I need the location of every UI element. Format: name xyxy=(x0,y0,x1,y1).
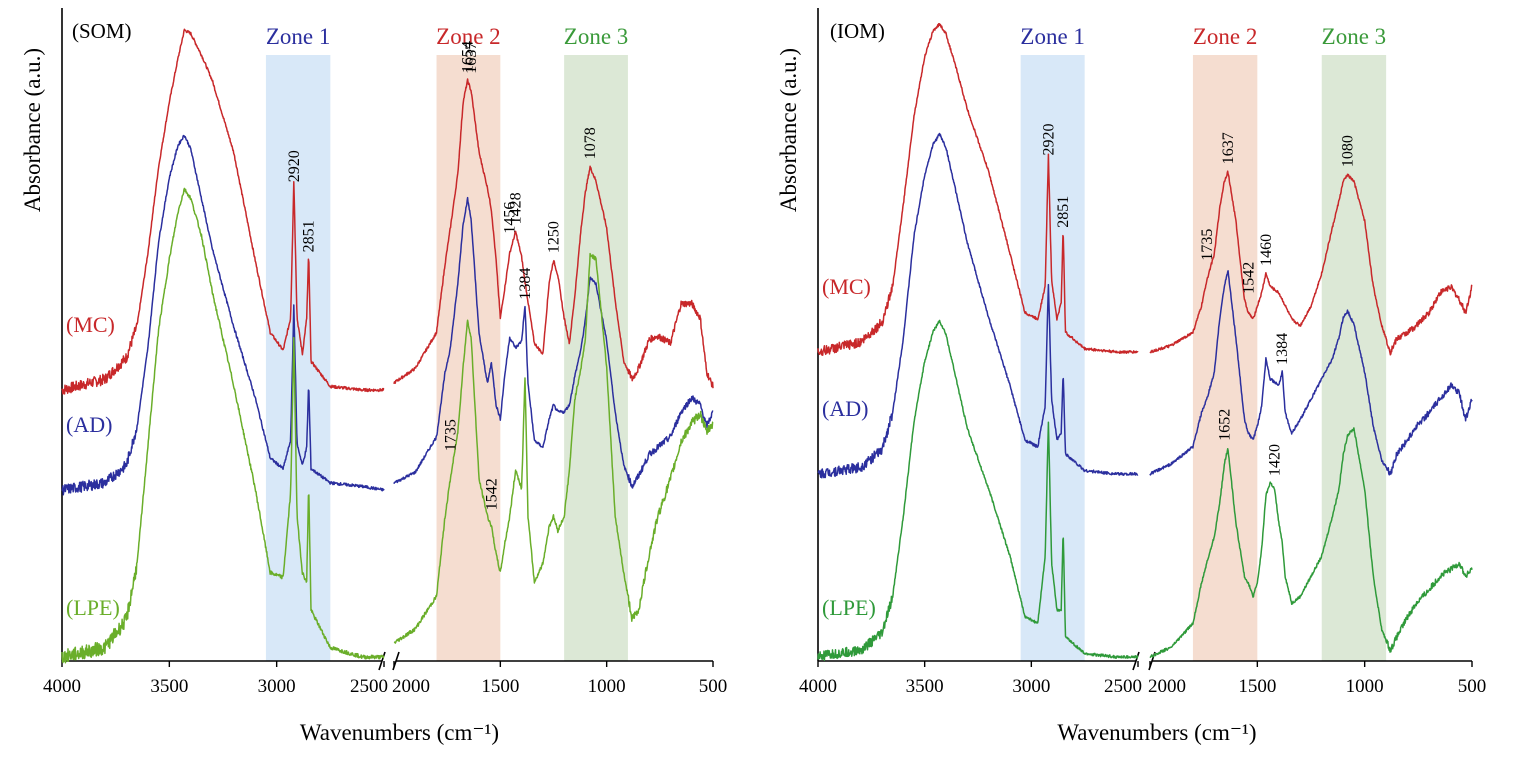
zone-band-1 xyxy=(1020,55,1085,661)
series-line-lpe-left xyxy=(61,187,385,664)
zone-label-1: Zone 1 xyxy=(1020,24,1085,49)
peak-label: 1384 xyxy=(1274,333,1291,365)
x-tick-label: 500 xyxy=(699,676,728,697)
x-tick-label: 3500 xyxy=(150,676,188,697)
x-tick-label: 2000 xyxy=(392,676,430,697)
series-label-lpe: (LPE) xyxy=(66,595,120,620)
series-line-lpe-right xyxy=(393,252,714,644)
x-axis-title: Wavenumbers (cm⁻¹) xyxy=(1057,720,1256,745)
x-tick-label: 2500 xyxy=(350,676,388,697)
peak-label: 1250 xyxy=(546,221,563,253)
series-line-lpe-right xyxy=(1149,427,1473,659)
series-label-lpe: (LPE) xyxy=(822,595,876,620)
series-line-mc-right xyxy=(1149,170,1473,356)
zone-label-3: Zone 3 xyxy=(1322,24,1387,49)
series-label-mc: (MC) xyxy=(822,274,871,299)
series-line-mc-left xyxy=(817,23,1139,356)
series-line-ad-left xyxy=(817,132,1139,479)
series-label-ad: (AD) xyxy=(66,412,112,437)
y-axis-title: Absorbance (a.u.) xyxy=(20,48,45,212)
x-tick-label: 1000 xyxy=(588,676,626,697)
series-line-mc-right xyxy=(393,78,714,389)
peak-label: 1460 xyxy=(1258,234,1275,266)
panel-title: (IOM) xyxy=(830,19,885,43)
x-tick-label: 3000 xyxy=(1012,676,1050,697)
peak-label: 2920 xyxy=(286,150,303,182)
series-line-ad-right xyxy=(393,196,714,489)
axis-break-mark xyxy=(1132,651,1140,671)
panel-title: (SOM) xyxy=(72,19,132,43)
x-tick-label: 3500 xyxy=(906,676,944,697)
peak-label: 1735 xyxy=(1199,229,1216,261)
series-line-mc-left xyxy=(61,28,385,395)
series-line-lpe-left xyxy=(817,319,1139,662)
x-tick-label: 4000 xyxy=(43,676,81,697)
x-tick-label: 500 xyxy=(1458,676,1487,697)
x-axis-title: Wavenumbers (cm⁻¹) xyxy=(300,720,499,745)
peak-label: 1735 xyxy=(442,419,459,451)
peak-label: 2851 xyxy=(1055,196,1072,228)
zone-band-1 xyxy=(265,55,331,661)
series-line-ad-left xyxy=(61,134,385,496)
zone-label-3: Zone 3 xyxy=(564,24,629,49)
peak-label: 1080 xyxy=(1340,135,1357,167)
x-tick-label: 4000 xyxy=(799,676,837,697)
peak-label: 1637 xyxy=(463,42,480,74)
peak-label: 1078 xyxy=(582,127,599,159)
x-tick-label: 1500 xyxy=(1238,676,1276,697)
zone-band-3 xyxy=(564,55,628,661)
peak-label: 1542 xyxy=(483,478,500,510)
x-tick-label: 3000 xyxy=(258,676,296,697)
peak-label: 1420 xyxy=(1267,444,1284,476)
peak-label: 1542 xyxy=(1240,262,1257,294)
peak-label: 2851 xyxy=(301,220,318,252)
peak-label: 1637 xyxy=(1220,132,1237,164)
panel-som: Zone 1 Zone 2 Zone 3 4000 3500 3000 2500 2000 15… xyxy=(20,8,727,745)
panel-iom: Zone 1 Zone 2 Zone 3 4000 3500 3000 2500 2000 15… xyxy=(776,8,1486,745)
zone-label-2: Zone 2 xyxy=(1193,24,1258,49)
peak-label: 1428 xyxy=(508,192,525,224)
series-line-ad-right xyxy=(1149,270,1473,476)
x-tick-label: 2500 xyxy=(1104,676,1142,697)
zone-band-2 xyxy=(436,55,501,661)
x-tick-label: 1500 xyxy=(481,676,519,697)
peak-label: 1384 xyxy=(517,268,534,300)
zone-label-1: Zone 1 xyxy=(266,24,331,49)
axis-break-mark xyxy=(378,651,386,671)
x-tick-label: 1000 xyxy=(1346,676,1384,697)
series-label-ad: (AD) xyxy=(822,396,868,421)
zone-band-2 xyxy=(1192,55,1258,661)
peak-label: 1456 xyxy=(502,202,519,234)
peak-label: 2920 xyxy=(1040,124,1057,156)
series-label-mc: (MC) xyxy=(66,312,115,337)
peak-label: 1654 xyxy=(460,41,477,73)
x-tick-label: 2000 xyxy=(1148,676,1186,697)
y-axis-title: Absorbance (a.u.) xyxy=(776,48,801,212)
zone-label-2: Zone 2 xyxy=(436,24,501,49)
peak-label: 1652 xyxy=(1217,409,1234,441)
